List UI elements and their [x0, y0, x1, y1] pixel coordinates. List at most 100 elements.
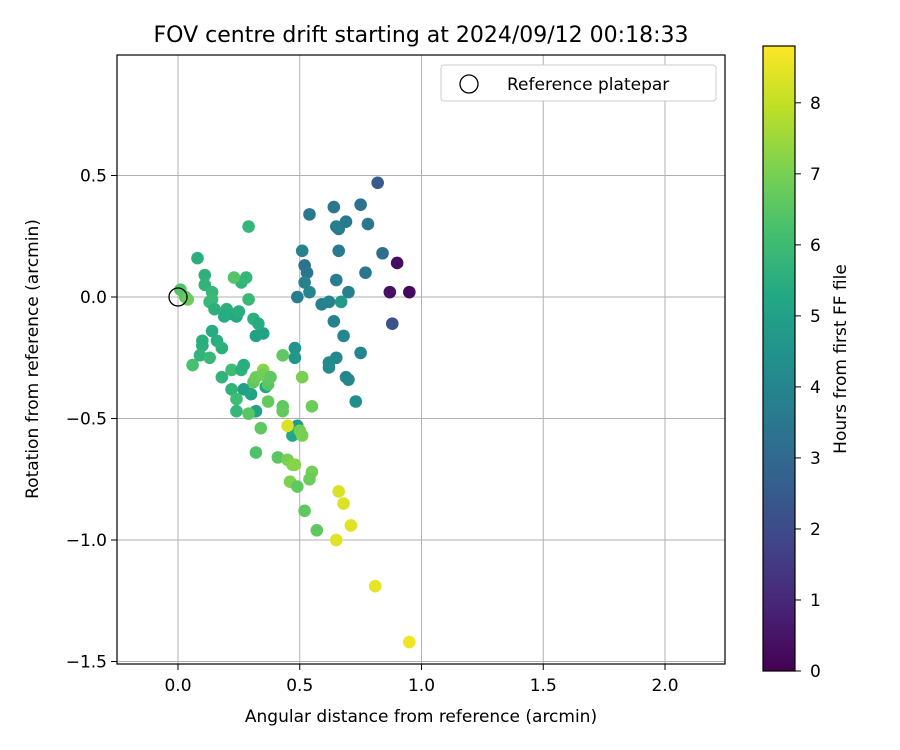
data-point: [329, 220, 343, 233]
data-point: [390, 256, 404, 270]
data-point: [261, 395, 275, 408]
data-point: [237, 358, 251, 372]
data-point: [264, 370, 277, 384]
data-point: [310, 523, 324, 537]
data-point: [232, 305, 246, 318]
x-tick-label: 0.0: [164, 676, 191, 696]
data-point: [295, 370, 309, 384]
data-point: [303, 208, 316, 221]
data-point: [244, 387, 258, 401]
data-point: [225, 363, 238, 377]
x-tick-label: 2.0: [651, 676, 678, 696]
data-point: [230, 392, 243, 406]
data-point: [354, 346, 367, 360]
data-point: [205, 324, 219, 338]
colorbar-tick-label: 7: [810, 165, 821, 185]
data-point: [291, 480, 304, 493]
colorbar-tick-label: 8: [810, 94, 821, 114]
data-point: [337, 329, 350, 343]
data-point: [276, 404, 290, 418]
data-point: [225, 383, 238, 396]
data-point: [349, 395, 363, 408]
data-point: [242, 220, 255, 233]
y-tick-label: 0.0: [80, 288, 107, 308]
data-point: [217, 310, 231, 323]
data-point: [359, 266, 372, 280]
data-point: [288, 351, 302, 365]
data-point: [198, 268, 212, 282]
data-point: [242, 407, 255, 420]
data-point: [305, 400, 319, 413]
data-point: [276, 349, 290, 362]
data-point: [295, 244, 309, 258]
data-point: [191, 251, 204, 265]
data-point: [227, 271, 241, 284]
colorbar-tick-label: 3: [810, 449, 821, 469]
data-point: [249, 446, 263, 459]
y-tick-label: 0.5: [80, 167, 107, 187]
data-point: [383, 285, 397, 299]
colorbar: 0 1 2 3 4 5 6 7 8 Hours from first FF file: [762, 45, 851, 682]
data-point: [252, 317, 265, 331]
data-point: [288, 341, 302, 355]
data-point: [298, 504, 311, 518]
data-point: [342, 285, 355, 299]
data-point: [368, 579, 382, 593]
grid-lines: [117, 55, 725, 664]
colorbar-gradient: [762, 45, 796, 672]
data-point: [271, 451, 285, 464]
data-point: [332, 244, 346, 258]
data-point: [242, 293, 255, 306]
reference-platepar-marker: [168, 287, 188, 307]
data-point: [329, 273, 343, 287]
colorbar-tick-label: 4: [810, 378, 821, 398]
data-point: [281, 419, 294, 433]
colorbar-tick-label: 1: [810, 591, 821, 611]
data-point: [230, 404, 243, 418]
x-axis-label: Angular distance from reference (arcmin): [245, 707, 597, 727]
x-tick-label: 1.0: [408, 676, 435, 696]
data-point: [254, 421, 268, 435]
legend-label: Reference platepar: [507, 75, 669, 95]
x-tick-label: 1.5: [530, 676, 557, 696]
colorbar-tick-label: 5: [810, 307, 821, 327]
data-point: [361, 217, 375, 231]
data-point: [342, 373, 355, 386]
data-points: [174, 176, 416, 649]
data-point: [203, 351, 216, 365]
data-point: [403, 635, 416, 649]
y-tick-label: −1.0: [66, 531, 107, 551]
data-point: [303, 472, 316, 486]
colorbar-tick-label: 0: [810, 662, 821, 682]
data-point: [332, 485, 346, 498]
legend: Reference platepar: [440, 64, 717, 102]
y-axis-label: Rotation from reference (arcmin): [23, 219, 43, 499]
legend-marker: [459, 74, 479, 94]
data-point: [354, 198, 367, 211]
colorbar-tick-label: 2: [810, 520, 821, 540]
data-point: [322, 295, 336, 309]
colorbar-tick-label: 6: [810, 236, 821, 256]
data-point: [208, 302, 221, 316]
data-point: [334, 295, 348, 309]
data-point: [256, 327, 270, 340]
y-axis-ticks: −1.5 −1.0 −0.5 0.0 0.5: [66, 167, 117, 673]
data-point: [295, 429, 309, 442]
data-point: [298, 276, 311, 289]
data-point: [327, 315, 341, 328]
data-point: [193, 349, 207, 362]
colorbar-label: Hours from first FF file: [831, 264, 851, 454]
data-point: [288, 458, 302, 471]
data-point: [300, 266, 314, 280]
data-point: [376, 246, 389, 260]
data-point: [337, 497, 350, 510]
data-point: [371, 176, 384, 190]
colorbar-ticks: 0 1 2 3 4 5 6 7 8: [795, 94, 821, 682]
data-point: [385, 317, 399, 331]
y-tick-label: −0.5: [66, 410, 107, 430]
data-point: [205, 293, 219, 306]
legend-box: [440, 64, 717, 102]
data-point: [196, 339, 209, 352]
data-point: [291, 290, 304, 304]
